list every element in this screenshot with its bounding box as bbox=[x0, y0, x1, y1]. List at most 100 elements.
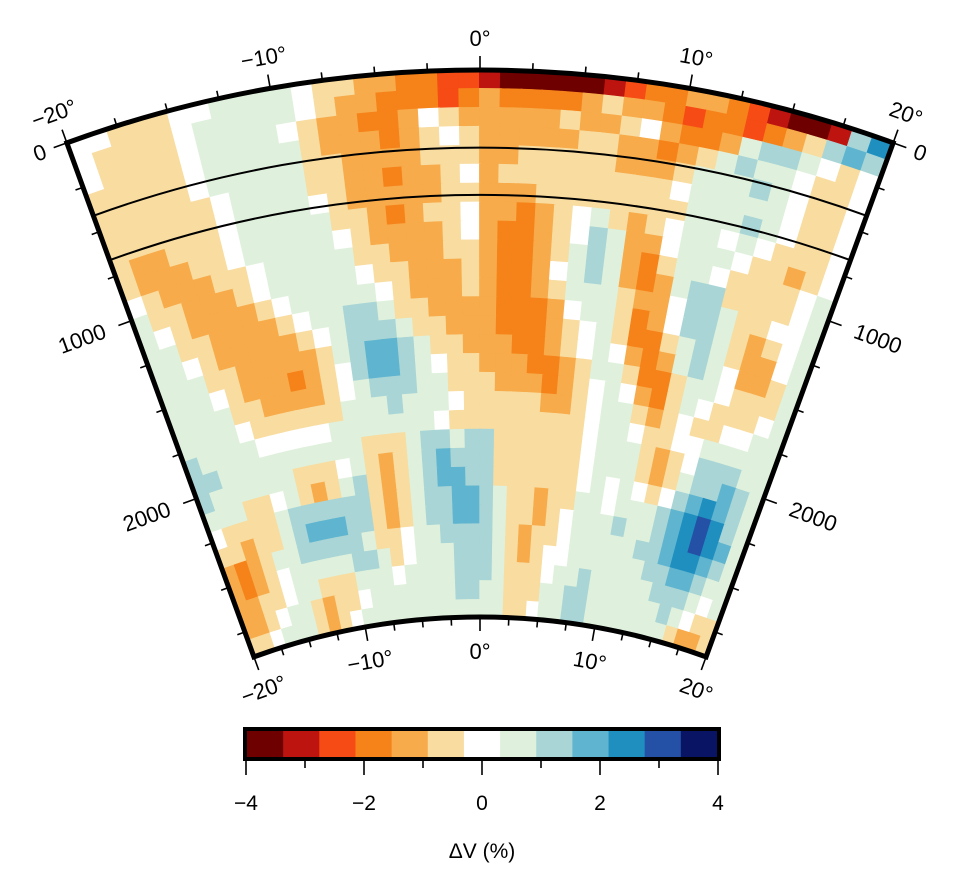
anomaly-cell bbox=[441, 561, 457, 583]
anomaly-cell bbox=[393, 298, 414, 321]
anomaly-cell bbox=[458, 88, 481, 109]
anomaly-cell bbox=[536, 165, 559, 188]
anomaly-cell bbox=[370, 243, 393, 266]
anomaly-cell bbox=[426, 277, 447, 300]
anomaly-cell bbox=[408, 468, 426, 491]
discontinuity-line-410 bbox=[93, 146, 867, 217]
anomaly-cell bbox=[410, 487, 427, 510]
anomaly-cell bbox=[479, 88, 502, 109]
anomaly-cell bbox=[551, 223, 574, 246]
anomaly-cell bbox=[421, 183, 444, 205]
anomaly-cell bbox=[532, 240, 554, 263]
anomaly-cell bbox=[572, 186, 596, 210]
anomaly-cell bbox=[448, 390, 466, 413]
anomaly-cell bbox=[530, 278, 551, 301]
anomaly-cell bbox=[413, 525, 430, 547]
anomaly-cell bbox=[400, 374, 420, 397]
anomaly-cell bbox=[440, 542, 456, 565]
anomaly-cell bbox=[479, 466, 495, 488]
anomaly-cell bbox=[494, 409, 512, 432]
anomaly-cell bbox=[463, 390, 481, 412]
anomaly-cell bbox=[533, 221, 555, 244]
colorbar-ticks bbox=[245, 760, 719, 775]
anomaly-cell bbox=[540, 89, 564, 112]
anomaly-cell bbox=[362, 167, 386, 191]
anomaly-cell bbox=[438, 504, 455, 527]
anomaly-cell bbox=[424, 486, 441, 509]
anomaly-cell bbox=[446, 353, 465, 375]
anomaly-cell bbox=[479, 428, 496, 450]
anomaly-cell bbox=[529, 297, 550, 320]
anomaly-cell bbox=[512, 296, 533, 319]
anomaly-cell bbox=[403, 411, 422, 434]
anomaly-cell bbox=[492, 504, 508, 526]
anomaly-cell bbox=[521, 448, 539, 471]
anomaly-cell bbox=[412, 316, 432, 339]
anomaly-cell bbox=[444, 296, 465, 318]
anomaly-cell bbox=[396, 89, 420, 112]
anomaly-cell bbox=[441, 201, 463, 223]
anomaly-cell bbox=[445, 315, 465, 337]
anomaly-cell bbox=[495, 353, 514, 375]
anomaly-cell bbox=[479, 182, 500, 204]
anomaly-cell bbox=[398, 127, 422, 150]
anomaly-cell bbox=[577, 130, 602, 153]
discontinuity-lines bbox=[93, 146, 867, 262]
anomaly-cell bbox=[411, 506, 429, 529]
anomaly-cell bbox=[463, 371, 481, 393]
anomaly-cell bbox=[465, 485, 481, 507]
anomaly-cell bbox=[498, 163, 520, 186]
anomaly-cell bbox=[512, 315, 532, 338]
anomaly-cell bbox=[499, 88, 523, 110]
anomaly-cell bbox=[558, 128, 582, 151]
anomaly-cell bbox=[440, 182, 463, 205]
colorbar-bin bbox=[391, 731, 429, 757]
anomaly-cell bbox=[406, 240, 428, 263]
anomaly-cell bbox=[550, 241, 572, 265]
angle-label-top: −20° bbox=[28, 94, 80, 133]
anomaly-cell bbox=[528, 316, 548, 339]
anomaly-cell bbox=[382, 356, 402, 379]
anomaly-cell bbox=[546, 298, 567, 321]
anomaly-cell bbox=[498, 126, 522, 148]
anomaly-cell bbox=[479, 371, 497, 393]
anomaly-cell bbox=[440, 163, 462, 186]
anomaly-cell bbox=[454, 561, 469, 583]
anomaly-cell bbox=[560, 90, 585, 114]
colorbar-bin bbox=[427, 731, 465, 757]
anomaly-cell bbox=[414, 354, 434, 376]
colorbar-bin bbox=[355, 731, 393, 757]
anomaly-cell bbox=[479, 125, 502, 147]
anomaly-cell bbox=[464, 409, 481, 431]
anomaly-cell bbox=[416, 88, 441, 111]
anomaly-cell bbox=[442, 220, 463, 242]
anomaly-cell bbox=[466, 542, 481, 564]
colorbar-bin bbox=[680, 731, 718, 757]
colorbar-tick-label: 0 bbox=[476, 792, 488, 815]
anomaly-cell bbox=[514, 240, 536, 262]
anomaly-cell bbox=[377, 109, 401, 133]
colorbar-bin bbox=[644, 731, 682, 757]
anomaly-cell bbox=[364, 186, 388, 210]
angle-label-top: 0° bbox=[469, 26, 490, 51]
anomaly-cell bbox=[447, 372, 466, 394]
anomaly-cell bbox=[461, 239, 481, 261]
anomaly-cell bbox=[505, 504, 522, 527]
colorbar: −4 −2 0 2 4 ΔV (%) bbox=[234, 727, 724, 863]
anomaly-cell bbox=[415, 544, 431, 566]
anomaly-cell bbox=[418, 126, 442, 149]
anomaly-cell bbox=[416, 373, 435, 395]
anomaly-cell bbox=[444, 277, 464, 299]
anomaly-cell bbox=[479, 239, 499, 261]
anomaly-cell bbox=[434, 429, 452, 451]
anomaly-cell bbox=[391, 279, 413, 302]
anomaly-cell bbox=[543, 336, 564, 359]
anomaly-cell bbox=[451, 485, 468, 507]
axis-ticks bbox=[53, 56, 907, 671]
anomaly-cell bbox=[436, 467, 454, 489]
anomaly-cell bbox=[479, 504, 495, 526]
anomaly-cell bbox=[465, 504, 481, 526]
anomaly-cell bbox=[390, 260, 412, 283]
anomaly-cell bbox=[405, 430, 423, 453]
